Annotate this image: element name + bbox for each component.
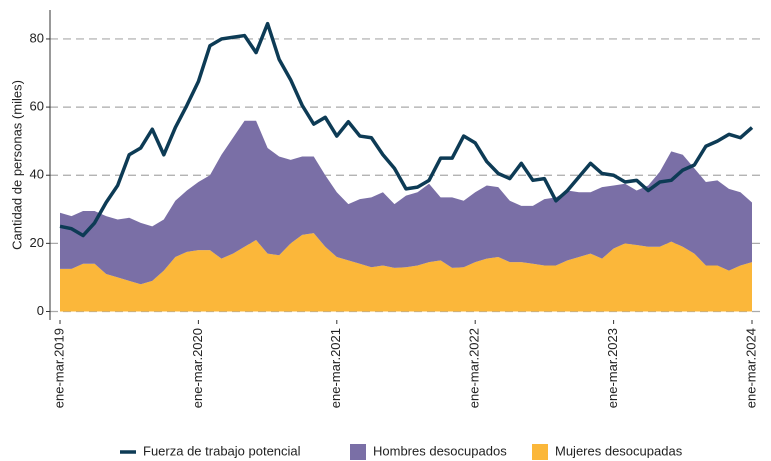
lines <box>59 21 754 238</box>
area <box>60 233 752 312</box>
axes: 0 20 40 60 80 ene-mar.2019 ene-mar.2020 ene-mar… <box>30 10 758 408</box>
y-tick-label: 0 <box>37 303 44 318</box>
area <box>60 120 752 285</box>
x-tick-label: ene-mar.2021 <box>328 328 343 408</box>
y-tick-label: 80 <box>30 30 44 45</box>
y-tick-label: 20 <box>30 235 44 250</box>
y-axis-label: Cantidad de personas (miles) <box>9 80 24 250</box>
x-tick-label: ene-mar.2020 <box>190 328 205 408</box>
legend-swatch <box>532 444 548 460</box>
line <box>59 21 754 238</box>
legend-label: Mujeres desocupadas <box>555 443 683 458</box>
areas <box>60 120 752 312</box>
y-tick-label: 60 <box>30 99 44 114</box>
x-tick-label: ene-mar.2023 <box>605 328 620 408</box>
y-tick-label: 40 <box>30 167 44 182</box>
legend: Fuerza de trabajo potencial Hombres desoc… <box>120 443 683 460</box>
legend-label: Hombres desocupados <box>373 443 507 458</box>
legend-swatch <box>350 444 366 460</box>
x-tick-label: ene-mar.2019 <box>51 328 66 408</box>
x-tick-label: ene-mar.2022 <box>467 328 482 408</box>
x-tick-label: ene-mar.2024 <box>743 328 758 408</box>
legend-label: Fuerza de trabajo potencial <box>143 443 301 458</box>
